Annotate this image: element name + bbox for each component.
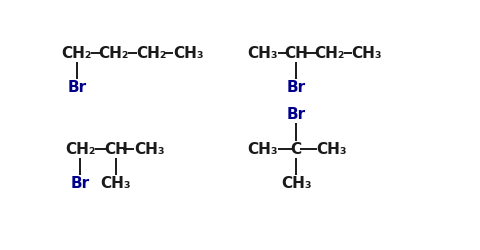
Text: CH₃: CH₃ <box>173 46 204 60</box>
Text: CH₂: CH₂ <box>136 46 167 60</box>
Text: CH: CH <box>284 46 308 60</box>
Text: Br: Br <box>71 176 90 192</box>
Text: CH₂: CH₂ <box>314 46 345 60</box>
Text: Br: Br <box>287 107 306 122</box>
Text: CH₃: CH₃ <box>351 46 382 60</box>
Text: CH₂: CH₂ <box>61 46 92 60</box>
Text: CH₃: CH₃ <box>316 142 347 157</box>
Text: CH₂: CH₂ <box>99 46 129 60</box>
Text: CH: CH <box>104 142 128 157</box>
Text: C: C <box>291 142 302 157</box>
Text: CH₃: CH₃ <box>247 142 278 157</box>
Text: CH₂: CH₂ <box>65 142 96 157</box>
Text: CH₃: CH₃ <box>134 142 165 157</box>
Text: Br: Br <box>287 80 306 95</box>
Text: Br: Br <box>67 80 86 95</box>
Text: CH₃: CH₃ <box>100 176 131 192</box>
Text: CH₃: CH₃ <box>281 176 312 192</box>
Text: CH₃: CH₃ <box>247 46 278 60</box>
